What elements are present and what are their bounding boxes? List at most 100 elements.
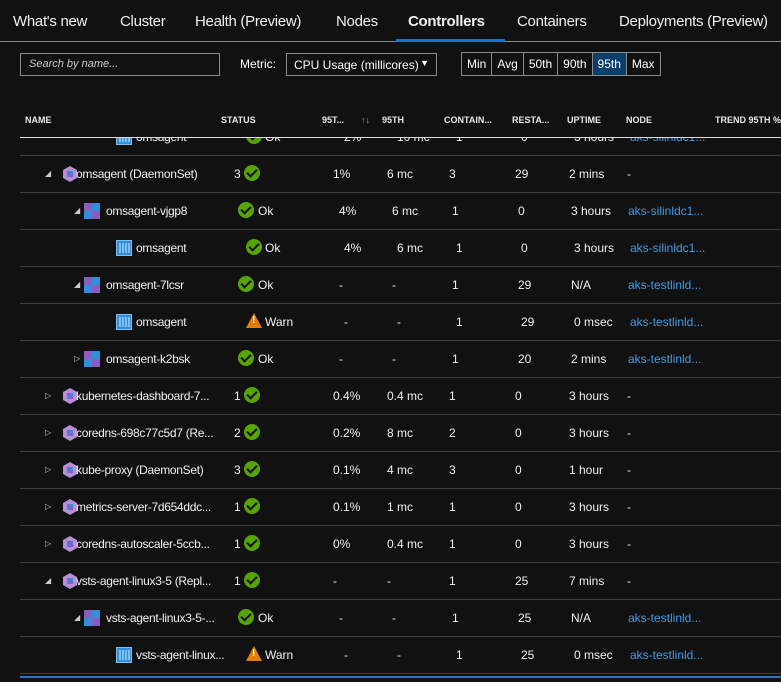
expand-icon[interactable]: ▷ (45, 465, 52, 474)
check-circle-icon (244, 165, 260, 181)
container-icon (116, 647, 132, 663)
table-row-selected[interactable] (20, 676, 781, 682)
collapse-icon[interactable]: ◢ (74, 613, 81, 622)
row-name: kubernetes-dashboard-7... (76, 389, 210, 403)
controllers-grid: omsagent Ok 2% 10 mc 1 0 3 hours aks-silinldc1.… (0, 138, 781, 682)
status-text: Warn (265, 315, 294, 329)
cpu-millicores: 6 mc (387, 167, 414, 181)
tab-health-preview[interactable]: Health (Preview) (195, 13, 302, 30)
row-name: omsagent (136, 138, 187, 144)
row-name: vsts-agent-linux... (136, 648, 225, 662)
percentile-95th-button[interactable]: 95th (592, 53, 627, 75)
controller-icon (63, 536, 77, 552)
status-count: 3 (234, 463, 241, 477)
cpu-millicores: - (392, 611, 396, 625)
node-link[interactable]: aks-testlinld... (628, 611, 702, 625)
controller-icon (63, 388, 77, 404)
expand-icon[interactable]: ▷ (45, 502, 52, 511)
cpu-percent: 0.1% (333, 500, 361, 514)
restarts-count: 0 (515, 426, 522, 440)
expand-icon[interactable]: ▷ (45, 428, 52, 437)
containers-count: 1 (452, 611, 459, 625)
uptime: 3 hours (571, 204, 612, 218)
table-row[interactable]: omsagent Warn - - 1 29 0 msec aks-testlinld... (20, 304, 781, 341)
table-row[interactable]: omsagent Ok 2% 10 mc 1 0 3 hours aks-silinldc1.… (20, 138, 781, 156)
table-row[interactable]: ▷ kubernetes-dashboard-7... 1 0.4% 0.4 mc 1 0 3… (20, 378, 781, 415)
percentile-50th-button[interactable]: 50th (524, 53, 559, 75)
row-name: coredns-698c77c5d7 (Re... (76, 426, 214, 440)
status-count: 3 (234, 167, 241, 181)
controller-icon (63, 425, 77, 441)
column-header-6[interactable]: UPTIME (567, 115, 602, 125)
percentile-min-button[interactable]: Min (462, 53, 493, 75)
node-link[interactable]: aks-testlinld... (630, 315, 704, 329)
percentile-selector: Min Avg 50th 90th 95th Max (461, 52, 661, 76)
restarts-count: 29 (518, 278, 532, 292)
node-link[interactable]: aks-silinldc1... (630, 138, 705, 144)
table-row[interactable]: ◢ omsagent-vjgp8 Ok 4% 6 mc 1 0 3 hours aks-sili… (20, 193, 781, 230)
table-row[interactable]: ▷ omsagent-k2bsk Ok - - 1 20 2 mins aks-testlinl… (20, 341, 781, 378)
node-link[interactable]: aks-testlinld... (628, 352, 702, 366)
collapse-icon[interactable]: ◢ (74, 206, 81, 215)
table-row[interactable]: ▷ kube-proxy (DaemonSet) 3 0.1% 4 mc 3 0 1 hour… (20, 452, 781, 489)
table-row[interactable]: omsagent Ok 4% 6 mc 1 0 3 hours aks-silinldc1..… (20, 230, 781, 267)
node-link[interactable]: aks-silinldc1... (628, 204, 704, 218)
column-header-8[interactable]: TREND 95TH % (715, 115, 781, 125)
table-row[interactable]: ▷ coredns-autoscaler-5ccb... 1 0% 0.4 mc 1 0 3 … (20, 526, 781, 563)
expand-icon[interactable]: ▷ (45, 391, 52, 400)
percentile-90th-button[interactable]: 90th (558, 53, 593, 75)
search-input[interactable]: Search by name... (20, 53, 220, 76)
container-icon (116, 314, 132, 330)
node-link[interactable]: aks-silinldc1... (630, 241, 706, 255)
column-header-2[interactable]: 95T... (322, 115, 345, 125)
tab-bar: What's new Cluster Health (Preview) Nodes Co… (0, 0, 781, 42)
collapse-icon[interactable]: ◢ (45, 576, 52, 585)
tab-cluster[interactable]: Cluster (120, 13, 166, 30)
collapse-icon[interactable]: ◢ (45, 169, 52, 178)
uptime: 0 msec (574, 648, 613, 662)
restarts-count: 20 (518, 352, 532, 366)
expand-icon[interactable]: ▷ (74, 354, 81, 363)
metric-dropdown[interactable]: CPU Usage (millicores) ▼ (286, 53, 437, 76)
uptime: 3 hours (569, 500, 610, 514)
controller-icon (63, 499, 77, 515)
check-circle-icon (238, 202, 254, 218)
column-header-0[interactable]: NAME (25, 115, 52, 125)
column-header-3[interactable]: 95TH (382, 115, 405, 125)
row-name: kube-proxy (DaemonSet) (76, 463, 204, 477)
tab-nodes[interactable]: Nodes (336, 13, 378, 30)
expand-icon[interactable]: ▷ (45, 539, 52, 548)
table-row[interactable]: ◢ vsts-agent-linux3-5 (Repl... 1 - - 1 25 7 min… (20, 563, 781, 600)
percentile-max-button[interactable]: Max (631, 57, 655, 71)
active-tab-indicator (396, 39, 505, 42)
collapse-icon[interactable]: ◢ (74, 280, 81, 289)
containers-count: 1 (452, 352, 459, 366)
tab-deployments-preview[interactable]: Deployments (Preview) (619, 13, 768, 30)
table-row[interactable]: ◢ omsagent (DaemonSet) 3 1% 6 mc 3 29 2 mins - (20, 156, 781, 193)
table-row[interactable]: ◢ vsts-agent-linux3-5-... Ok - - 1 25 N/A aks-te… (20, 600, 781, 637)
tab-controllers[interactable]: Controllers (408, 13, 485, 30)
percentile-avg-button[interactable]: Avg (492, 53, 524, 75)
column-header-7[interactable]: NODE (626, 115, 653, 125)
uptime: 3 hours (569, 426, 610, 440)
column-header-4[interactable]: CONTAIN... (444, 115, 492, 125)
column-header-5[interactable]: RESTA... (512, 115, 550, 125)
sort-icon[interactable]: ↑↓ (361, 115, 370, 125)
table-row[interactable]: ◢ omsagent-7lcsr Ok - - 1 29 N/A aks-testlinld..… (20, 267, 781, 304)
column-header-1[interactable]: STATUS (221, 115, 256, 125)
status-text: Ok (258, 352, 274, 366)
cpu-percent: 0.2% (333, 426, 361, 440)
tab-containers[interactable]: Containers (517, 13, 587, 30)
node-link[interactable]: aks-testlinld... (630, 648, 704, 662)
tab-what-s-new[interactable]: What's new (13, 13, 88, 30)
row-name: omsagent (136, 315, 187, 329)
table-row[interactable]: ▷ coredns-698c77c5d7 (Re... 2 0.2% 8 mc 2 0 3 h… (20, 415, 781, 452)
table-row[interactable]: ▷ metrics-server-7d654ddc... 1 0.1% 1 mc 1 0 3 … (20, 489, 781, 526)
table-row[interactable]: vsts-agent-linux... Warn - - 1 25 0 msec aks-te… (20, 637, 781, 674)
containers-count: 2 (449, 426, 456, 440)
cpu-percent: - (339, 352, 343, 366)
cpu-percent: - (344, 648, 348, 662)
node-link[interactable]: aks-testlinld... (628, 278, 702, 292)
cpu-percent: 0% (333, 537, 351, 551)
containers-count: 1 (456, 138, 463, 144)
